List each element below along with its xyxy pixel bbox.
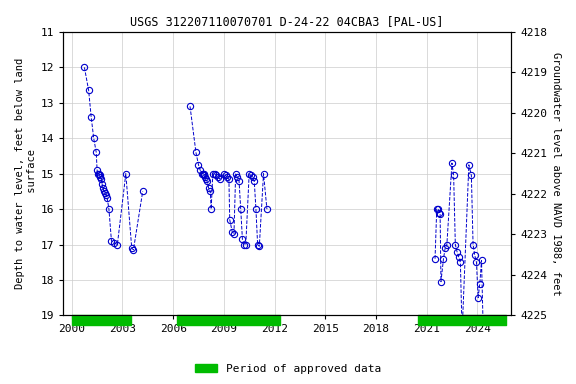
Y-axis label: Depth to water level, feet below land
 surface: Depth to water level, feet below land su… — [15, 58, 37, 289]
Legend: Period of approved data: Period of approved data — [191, 359, 385, 379]
Y-axis label: Groundwater level above NAVD 1988, feet: Groundwater level above NAVD 1988, feet — [551, 52, 561, 296]
Title: USGS 312207110070701 D-24-22 04CBA3 [PAL-US]: USGS 312207110070701 D-24-22 04CBA3 [PAL… — [130, 15, 444, 28]
